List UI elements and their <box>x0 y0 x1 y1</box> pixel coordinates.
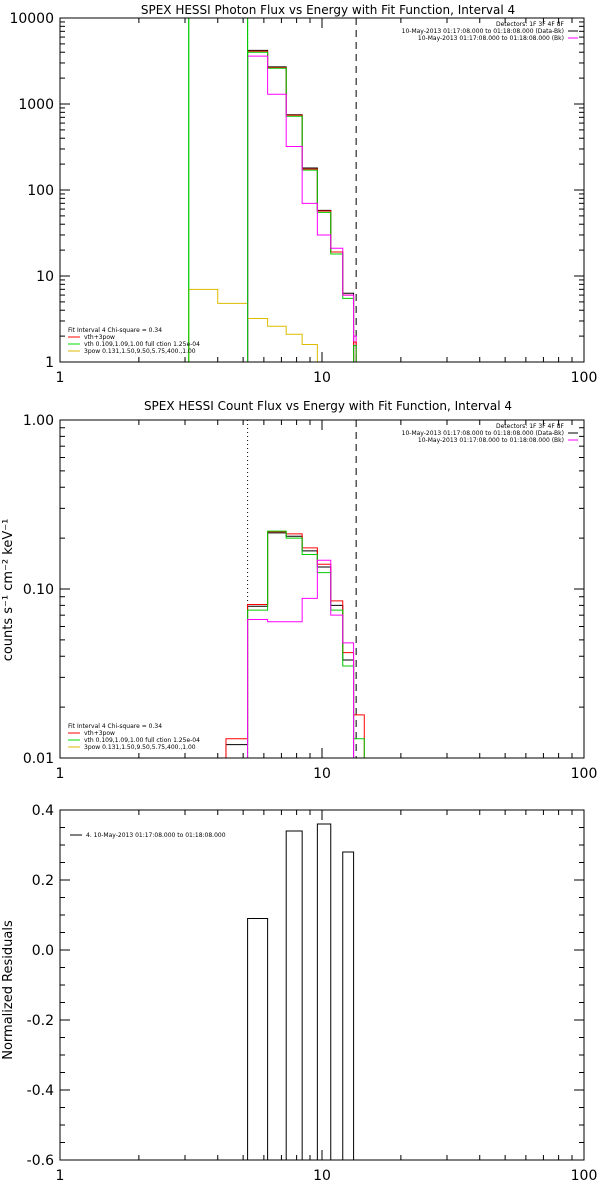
legend-bottom-text: vth 0.109,1.09,1.00 full ction 1.25e-04 <box>84 737 200 744</box>
legend-bottom-text: 3pow 0.131,1.50,9.50,5.75,400.,1.00 <box>84 348 196 355</box>
x-tick-label: 1 <box>56 370 65 386</box>
y-tick-label: 1.00 <box>23 413 54 429</box>
x-tick-label: 10 <box>313 766 331 782</box>
axes-frame <box>59 17 585 363</box>
y-tick-label: 1000 <box>18 97 54 113</box>
legend-top-text: 10-May-2013 01:17:08.000 to 01:18:08.000… <box>402 28 564 35</box>
extra-series-4-line <box>188 288 318 362</box>
extra-series-3-line <box>353 345 357 362</box>
y-tick-label: -0.2 <box>27 1013 54 1029</box>
x-tick-label: 100 <box>571 370 598 386</box>
x-tick-label: 100 <box>571 766 598 782</box>
y-tick-label: 10 <box>36 269 54 285</box>
series-3-line <box>225 559 365 758</box>
chart-title: SPEX HESSI Photon Flux vs Energy with Fi… <box>141 3 515 17</box>
plot-area <box>225 420 365 758</box>
legend-top-text: Detectors: 1F 3F 4F 8F <box>496 21 565 28</box>
y-tick-label: 10000 <box>9 11 54 27</box>
x-tick-label: 1 <box>56 1168 65 1184</box>
x-tick-label: 10 <box>313 1168 331 1184</box>
y-tick-label: 0.01 <box>23 751 54 767</box>
plot-area <box>188 18 357 362</box>
y-tick-label: 0.10 <box>23 582 54 598</box>
legend-bottom-text: Fit Interval 4 Chi-square = 0.34 <box>68 723 162 730</box>
series-1-line <box>225 531 365 758</box>
photon-flux-panel: SPEX HESSI Photon Flux vs Energy with Fi… <box>9 3 597 386</box>
count-flux-panel: SPEX HESSI Count Flux vs Energy with Fit… <box>1 399 597 782</box>
series-2-line <box>247 51 355 362</box>
plot-area <box>247 823 355 1160</box>
y-tick-label: 100 <box>27 183 54 199</box>
legend-top-text: 10-May-2013 01:17:08.000 to 01:18:08.000… <box>418 437 564 444</box>
legend-bottom-text: vth 0.109,1.09,1.00 full ction 1.25e-04 <box>84 341 200 348</box>
series-3-line <box>247 55 355 362</box>
y-tick-label: 1 <box>45 355 54 371</box>
series-0-line <box>225 532 365 758</box>
axes-frame <box>59 419 585 759</box>
x-tick-label: 10 <box>313 370 331 386</box>
x-tick-label: 1 <box>56 766 65 782</box>
x-tick-label: 100 <box>571 1168 598 1184</box>
series-0-line <box>247 823 355 1160</box>
chart-title: SPEX HESSI Count Flux vs Energy with Fit… <box>144 399 512 413</box>
y-axis-label: Normalized Residuals <box>1 920 16 1060</box>
y-tick-label: -0.6 <box>27 1153 54 1169</box>
series-2-line <box>225 530 365 758</box>
legend-bottom-text: 3pow 0.131,1.50,9.50,5.75,400.,1.00 <box>84 744 196 751</box>
series-0-line <box>247 49 355 362</box>
axes-frame <box>59 809 585 1161</box>
y-tick-label: -0.4 <box>27 1083 54 1099</box>
series-1-line <box>247 50 355 362</box>
y-tick-label: 0.0 <box>32 943 54 959</box>
legend-bottom-text: Fit Interval 4 Chi-square = 0.34 <box>68 327 162 334</box>
legend-top-text: 10-May-2013 01:17:08.000 to 01:18:08.000… <box>418 35 564 42</box>
legend-top-text: Detectors: 1F 3F 4F 8F <box>496 423 565 430</box>
legend-text: 4. 10-May-2013 01:17:08.000 to 01:18:08.… <box>86 832 226 839</box>
legend-bottom-text: vth+3pow <box>84 730 115 737</box>
legend-bottom-text: vth+3pow <box>84 334 115 341</box>
y-axis-label: counts s⁻¹ cm⁻² keV⁻¹ <box>1 519 16 662</box>
y-tick-label: 0.4 <box>32 803 54 819</box>
residuals-panel: Normalized Residuals 1 10 100 -0.6 -0.4 -0.2 0… <box>1 803 597 1184</box>
extra-series-0-line <box>188 18 249 362</box>
y-tick-label: 0.2 <box>32 873 54 889</box>
legend-top-text: 10-May-2013 01:17:08.000 to 01:18:08.000… <box>402 430 564 437</box>
